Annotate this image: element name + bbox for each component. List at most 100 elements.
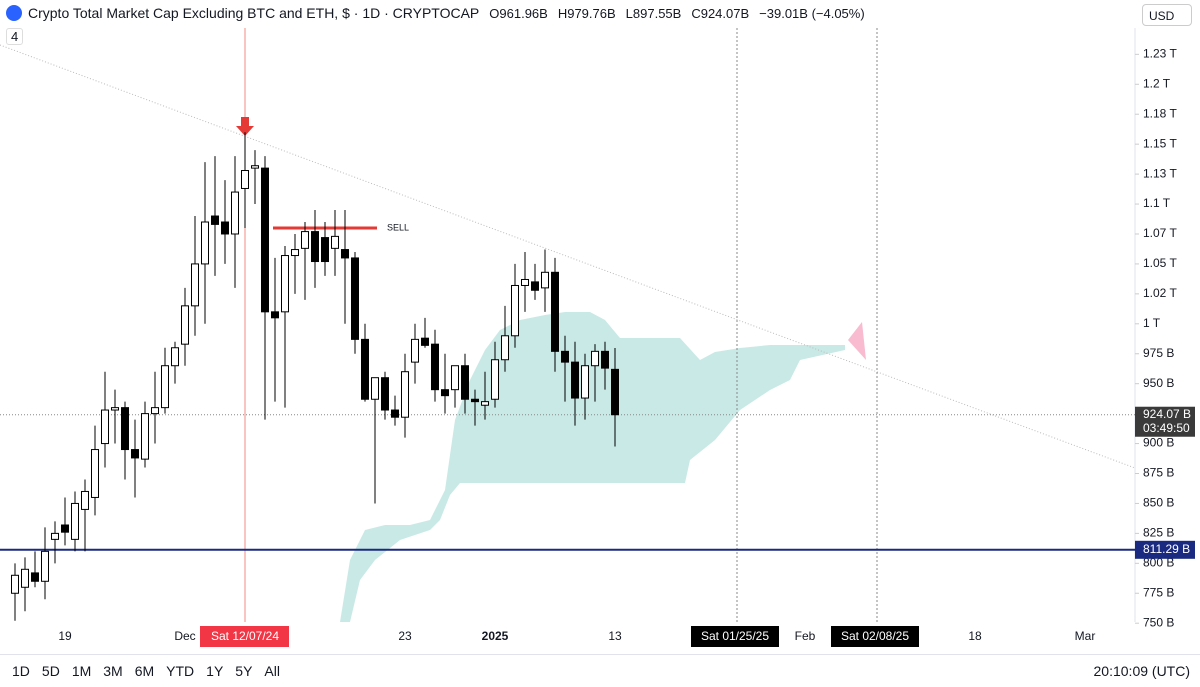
y-tick-label: 1.02 T bbox=[1143, 286, 1177, 300]
candle-body bbox=[391, 409, 399, 418]
candle-body bbox=[331, 235, 339, 249]
x-tick-label: Mar bbox=[1075, 629, 1096, 643]
candle-body bbox=[221, 221, 229, 235]
candle-body bbox=[91, 449, 99, 498]
candle-body bbox=[271, 311, 279, 319]
y-tick-label: 1.15 T bbox=[1143, 136, 1177, 150]
title: Crypto Total Market Cap Excluding BTC an… bbox=[28, 5, 480, 21]
x-tick-label: Dec bbox=[174, 629, 195, 643]
symbol-icon bbox=[6, 5, 22, 21]
y-tick-label: 875 B bbox=[1143, 466, 1174, 480]
support-label: 811.29 B bbox=[1143, 542, 1190, 556]
range-button[interactable]: 5Y bbox=[235, 663, 253, 679]
trend-line bbox=[0, 44, 1136, 469]
marker-date: Sat 12/07/24 bbox=[211, 629, 279, 643]
y-tick-label: 1.1 T bbox=[1143, 196, 1171, 210]
range-button[interactable]: 1Y bbox=[206, 663, 224, 679]
y-tick-label: 1.18 T bbox=[1143, 106, 1177, 120]
cloud-projection bbox=[848, 322, 866, 360]
candle-body bbox=[321, 237, 329, 263]
candle-body bbox=[411, 338, 419, 363]
price-box bbox=[1135, 540, 1195, 559]
y-tick-label: 975 B bbox=[1143, 346, 1174, 360]
candle-body bbox=[371, 377, 379, 400]
candle-body bbox=[531, 281, 539, 291]
range-button[interactable]: YTD bbox=[166, 663, 195, 679]
arrow bbox=[236, 117, 254, 136]
candle-body bbox=[431, 343, 439, 391]
candle-body bbox=[381, 377, 389, 411]
x-tick-label: Sat 01/25/25 bbox=[701, 629, 769, 643]
candle-body bbox=[551, 271, 559, 352]
x-tick-label: 13 bbox=[608, 629, 622, 643]
candle-body bbox=[471, 398, 479, 403]
ohlc: H979.76B bbox=[557, 5, 616, 21]
last-price-label: 924.07 B bbox=[1143, 407, 1191, 421]
ohlc: O961.96B bbox=[489, 5, 548, 21]
y-tick-label: 1.05 T bbox=[1143, 256, 1177, 270]
date-box bbox=[691, 626, 779, 647]
candle-body bbox=[161, 365, 169, 409]
y-tick-label: 1 T bbox=[1143, 316, 1161, 330]
candle-body bbox=[191, 263, 199, 307]
candle-body bbox=[481, 401, 489, 406]
candle-body bbox=[61, 524, 69, 533]
range-button[interactable]: 1D bbox=[12, 663, 30, 679]
x-tick-label: Feb bbox=[795, 629, 816, 643]
change: −39.01B (−4.05%) bbox=[759, 5, 865, 21]
candle-body bbox=[131, 449, 139, 459]
candle-body bbox=[511, 284, 519, 337]
candle-body bbox=[251, 165, 259, 169]
candle-body bbox=[351, 257, 359, 340]
candle-body bbox=[181, 305, 189, 345]
range-button[interactable]: 1M bbox=[71, 663, 92, 679]
range-button[interactable]: 3M bbox=[103, 663, 123, 679]
candle-body bbox=[461, 365, 469, 400]
range-button[interactable]: 5D bbox=[41, 663, 60, 679]
y-tick-label: 750 B bbox=[1143, 615, 1174, 629]
candle-body bbox=[81, 490, 89, 510]
candle-body bbox=[141, 413, 149, 460]
candle-body bbox=[341, 249, 349, 259]
y-tick-label: 1.07 T bbox=[1143, 226, 1177, 240]
candle-body bbox=[71, 502, 79, 540]
header: Crypto Total Market Cap Excluding BTC an… bbox=[6, 5, 865, 21]
candle-body bbox=[121, 407, 129, 451]
indicator-count[interactable]: 4 bbox=[6, 28, 24, 45]
candle-body bbox=[521, 278, 529, 286]
candle-body bbox=[201, 221, 209, 265]
chart: 1.23 T 1.2 T 1.18 T 1.15 T 1.13 T 1.1 T 1.07 T… bbox=[0, 28, 1195, 647]
clock: 20:10:09 (UTC) bbox=[1093, 663, 1190, 679]
candle-body bbox=[311, 231, 319, 263]
y-tick-label: 800 B bbox=[1143, 555, 1174, 569]
currency-button[interactable]: USD bbox=[1142, 4, 1192, 26]
y-tick-label: 775 B bbox=[1143, 585, 1174, 599]
y-tick-label: 1.13 T bbox=[1143, 166, 1177, 180]
date-box bbox=[831, 626, 919, 647]
candle-body bbox=[11, 574, 19, 594]
candle-body bbox=[401, 371, 409, 418]
x-tick-label: 2025 bbox=[482, 629, 509, 643]
range-button[interactable]: 6M bbox=[134, 663, 155, 679]
candle-body bbox=[441, 389, 449, 397]
candle-body bbox=[41, 550, 49, 582]
range-button[interactable]: All bbox=[264, 663, 280, 679]
y-tick-label: 825 B bbox=[1143, 526, 1174, 540]
candle-body bbox=[611, 368, 619, 416]
y-tick-label: 1.2 T bbox=[1143, 76, 1171, 90]
candle-body bbox=[601, 350, 609, 369]
candle-body bbox=[211, 215, 219, 225]
toolbar: 1D 5D 1M 3M 6M YTD 1Y 5Y All 20:10:09 (U… bbox=[0, 654, 1200, 687]
countdown: 03:49:50 bbox=[1143, 421, 1190, 435]
candle-body bbox=[591, 350, 599, 367]
candle-body bbox=[501, 335, 509, 361]
candle-body bbox=[21, 568, 29, 588]
candle-body bbox=[301, 231, 309, 249]
candle-body bbox=[451, 365, 459, 391]
candle-body bbox=[581, 365, 589, 399]
y-tick-label: 900 B bbox=[1143, 436, 1174, 450]
candle-body bbox=[111, 407, 119, 411]
x-tick-label: 18 bbox=[968, 629, 982, 643]
